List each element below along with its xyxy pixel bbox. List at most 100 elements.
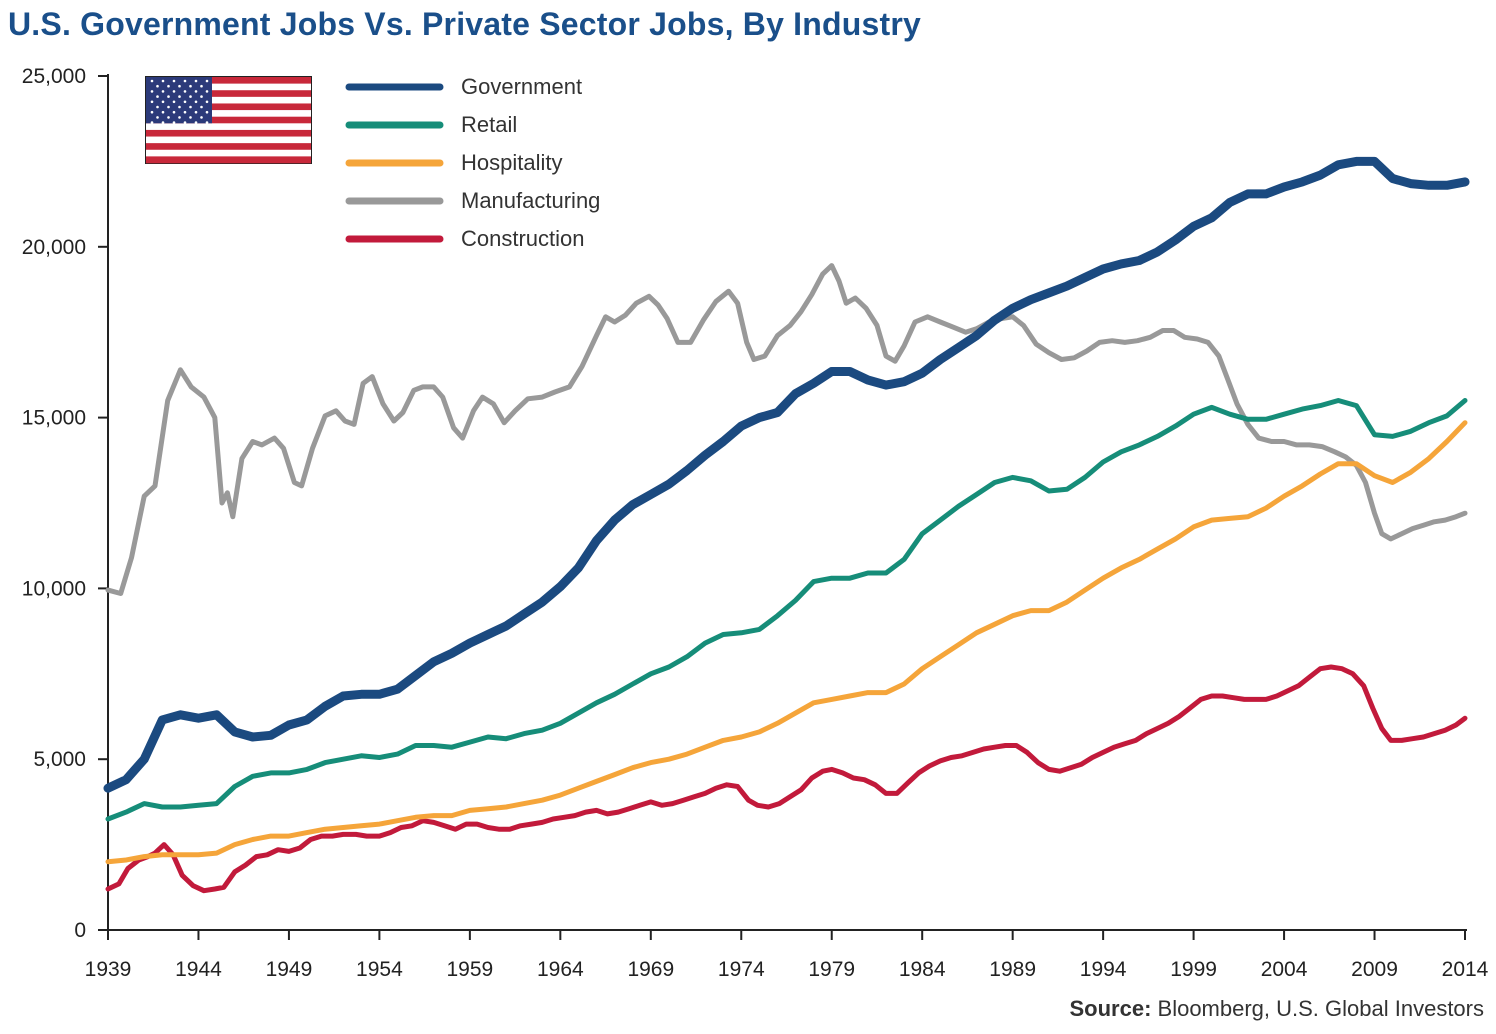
flag-star — [183, 100, 187, 104]
flag-stripe — [146, 96, 311, 104]
flag-stripe — [146, 83, 311, 91]
flag-star — [150, 79, 154, 83]
legend: Government Retail Hospitality Manufacturing… — [345, 74, 600, 251]
flag-star — [205, 121, 209, 124]
legend-label-retail: Retail — [461, 112, 517, 137]
x-tick-label: 2014 — [1442, 958, 1489, 981]
x-tick-label: 1954 — [356, 958, 403, 981]
x-tick-label: 2004 — [1261, 958, 1308, 981]
y-tick-label: 25,000 — [22, 65, 86, 88]
flag-star — [183, 79, 187, 83]
flag-star — [183, 110, 187, 114]
flag-star — [156, 105, 159, 109]
x-tick-label: 1989 — [989, 958, 1036, 981]
flag-stripe — [146, 116, 311, 124]
x-tick-label: 1939 — [85, 958, 132, 981]
legend-label-government: Government — [461, 74, 582, 99]
legend-label-hospitality: Hospitality — [461, 150, 562, 175]
flag-star — [156, 84, 159, 88]
flag-star — [183, 90, 187, 93]
flag-star — [205, 90, 209, 93]
flag-star — [161, 79, 165, 83]
source-text: Bloomberg, U.S. Global Investors — [1151, 996, 1484, 1021]
chart-axes: 0 5,000 10,000 15,000 20,000 25,000 1939 1944 19… — [22, 65, 1489, 981]
flag-star — [172, 110, 176, 114]
flag-stripe — [146, 136, 311, 144]
flag-star — [200, 95, 203, 98]
flag-star — [189, 116, 192, 119]
flag-canton — [146, 77, 212, 124]
y-tick-label: 10,000 — [22, 577, 86, 600]
x-tick-label: 1994 — [1080, 958, 1127, 981]
flag-stripe — [146, 103, 311, 111]
y-tick-label: 0 — [74, 919, 86, 942]
flag-star — [167, 105, 170, 109]
flag-stripe — [146, 110, 311, 117]
flag-stripe — [146, 77, 311, 84]
flag-star — [172, 90, 176, 93]
flag-star — [172, 121, 176, 124]
flag-stripe — [146, 129, 311, 137]
flag-star — [156, 116, 159, 119]
x-tick-label: 2009 — [1351, 958, 1398, 981]
flag-star — [161, 90, 165, 93]
flag-star — [194, 79, 198, 83]
flag-star — [167, 95, 170, 98]
legend-label-construction: Construction — [461, 226, 585, 251]
series-line-construction — [105, 664, 1468, 894]
flag-star — [183, 121, 187, 124]
flag-star — [150, 121, 154, 124]
flag-star — [172, 79, 176, 83]
flag-stripe — [146, 149, 311, 157]
flag-star — [172, 100, 176, 104]
x-tick-label: 1964 — [537, 958, 584, 981]
x-tick-label: 1969 — [627, 958, 674, 981]
series-line-hospitality — [105, 420, 1468, 865]
flag-star — [167, 84, 170, 88]
flag-stripe — [146, 123, 311, 131]
flag-star — [161, 110, 165, 114]
flag-star — [189, 95, 192, 98]
x-tick-label: 1959 — [447, 958, 494, 981]
flag-star — [194, 110, 198, 114]
flag-star — [178, 84, 181, 88]
x-tick-label: 1944 — [175, 958, 222, 981]
flag-stripe — [146, 156, 311, 164]
legend-label-manufacturing: Manufacturing — [461, 188, 600, 213]
flag-star — [205, 110, 209, 114]
flag-star — [150, 100, 154, 104]
flag-star — [156, 95, 159, 98]
flag-star — [161, 100, 165, 104]
flag-star — [189, 105, 192, 109]
source-note: Source: Bloomberg, U.S. Global Investors — [1069, 996, 1484, 1022]
series-lines — [103, 156, 1470, 894]
chart-title: U.S. Government Jobs Vs. Private Sector … — [8, 6, 922, 42]
us-flag-icon — [145, 76, 312, 164]
flag-star — [150, 110, 154, 114]
flag-stripe — [146, 90, 311, 98]
flag-star — [200, 116, 203, 119]
x-tick-label: 1974 — [718, 958, 765, 981]
flag-star — [194, 100, 198, 104]
x-tick-label: 1979 — [808, 958, 855, 981]
flag-star — [178, 95, 181, 98]
flag-star — [161, 121, 165, 124]
flag-star — [194, 121, 198, 124]
x-tick-label: 1999 — [1170, 958, 1217, 981]
flag-star — [189, 84, 192, 88]
source-label: Source: — [1069, 996, 1152, 1021]
series-line-retail — [105, 398, 1468, 822]
y-tick-label: 5,000 — [33, 748, 86, 771]
x-tick-label: 1984 — [899, 958, 946, 981]
flag-star — [205, 79, 209, 83]
x-tick-label: 1949 — [266, 958, 313, 981]
series-line-manufacturing — [105, 263, 1468, 596]
flag-star — [205, 100, 209, 104]
flag-star — [150, 90, 154, 93]
series-line-government — [103, 156, 1470, 793]
flag-star — [200, 84, 203, 88]
flag-star — [200, 105, 203, 109]
flag-star — [178, 105, 181, 109]
flag-star — [194, 90, 198, 93]
